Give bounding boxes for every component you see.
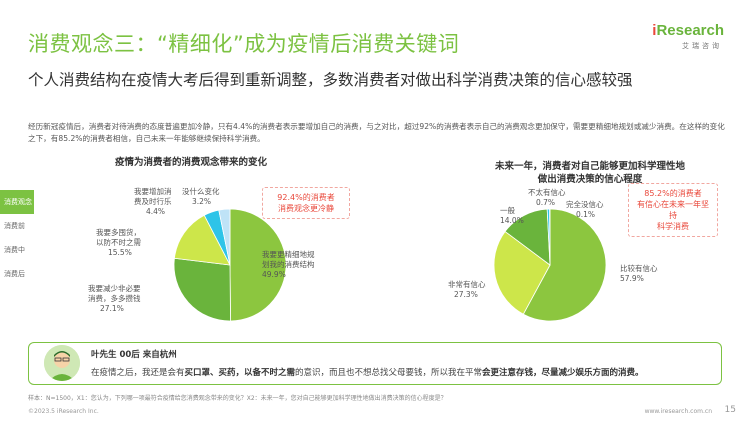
chart2-title-line2: 做出消费决策的信心程度: [537, 174, 643, 185]
quote-box: [28, 342, 722, 385]
chart2-label-b: 非常有信心 27.3%: [448, 280, 486, 299]
pie1-slice-2: [173, 214, 231, 266]
side-tab-during[interactable]: 消费中: [4, 246, 25, 254]
website-link[interactable]: www.iresearch.com.cn: [644, 408, 712, 415]
logo-subtitle: 艾瑞咨询: [682, 42, 722, 50]
side-tab-concept[interactable]: 消费观念: [0, 190, 34, 214]
pie1-slice-1: [173, 257, 231, 322]
iresearch-logo: iResearch 艾瑞咨询: [638, 22, 724, 52]
page-title: 消费观念三：“精细化”成为疫情后消费关键词: [28, 32, 460, 56]
side-tab-before[interactable]: 消费前: [4, 222, 25, 230]
chart2-label-d: 不太有信心 0.7%: [528, 188, 566, 207]
chart1-label-b: 我要减少非必要 消费，多多攒钱 27.1%: [88, 284, 141, 313]
chart1-label-d: 我要增加消 费及时行乐 4.4%: [134, 187, 172, 216]
page-subtitle: 个人消费结构在疫情大考后得到重新调整，多数消费者对做出科学消费决策的信心感较强: [28, 71, 633, 89]
footnote: 样本：N=1500，X1：您认为，下列哪一项最符合疫情给您消费观念带来的变化？X…: [28, 395, 447, 402]
avatar: [44, 345, 80, 381]
chart2-callout-line3: 科学消费: [657, 222, 689, 231]
chart1-callout-line1: 92.4%的消费者: [277, 193, 335, 202]
chart1-callout-line2: 消费观念更冷静: [278, 204, 334, 213]
page-number: 15: [724, 405, 736, 415]
side-tab-after[interactable]: 消费后: [4, 270, 25, 278]
chart1-pie: [173, 208, 287, 322]
chart2-label-c: 一般 14.0%: [500, 206, 524, 225]
intro-paragraph: 经历新冠疫情后，消费者对待消费的态度普遍更加冷静，只有4.4%的消费者表示要增加…: [28, 122, 725, 143]
person-icon: [44, 345, 80, 381]
pie2-slice-0: [522, 208, 607, 322]
pie1-slice-0: [229, 208, 287, 322]
pie2-slice-1: [493, 230, 551, 315]
chart1-label-a: 我要更精细地规 划我的消费结构 49.9%: [262, 250, 315, 279]
side-nav: 消费观念 消费前 消费中 消费后: [0, 190, 34, 286]
chart2-callout-line1: 85.2%的消费者: [644, 189, 702, 198]
chart1-title: 疫情为消费者的消费观念带来的变化: [115, 157, 268, 168]
chart1-label-c: 我要多囤货， 以防不时之需 15.5%: [96, 228, 141, 257]
quote-author: 叶先生 00后 来自杭州: [91, 350, 177, 360]
quote-text: 在疫情之后，我还是会有买口罩、买药，以备不时之需的意识，而且也不想总找父母要钱，…: [91, 368, 644, 378]
chart2-title: 未来一年，消费者对自己能够更加科学理性地 做出消费决策的信心程度: [455, 160, 725, 186]
chart2-callout-line2: 有信心在未来一年坚持: [637, 200, 709, 220]
copyright: ©2023.5 iResearch Inc.: [28, 408, 99, 415]
chart1-label-e: 没什么变化 3.2%: [182, 187, 220, 206]
chart2-label-e: 完全没信心 0.1%: [566, 200, 604, 219]
chart2-pie: [493, 208, 607, 322]
chart2-callout: 85.2%的消费者 有信心在未来一年坚持 科学消费: [628, 183, 718, 237]
chart2-label-a: 比较有信心 57.9%: [620, 264, 658, 283]
pie1-slice-4: [218, 208, 231, 266]
logo-wordmark: iResearch: [652, 22, 724, 39]
chart1-callout: 92.4%的消费者 消费观念更冷静: [262, 187, 350, 219]
chart2-title-line1: 未来一年，消费者对自己能够更加科学理性地: [494, 161, 685, 172]
